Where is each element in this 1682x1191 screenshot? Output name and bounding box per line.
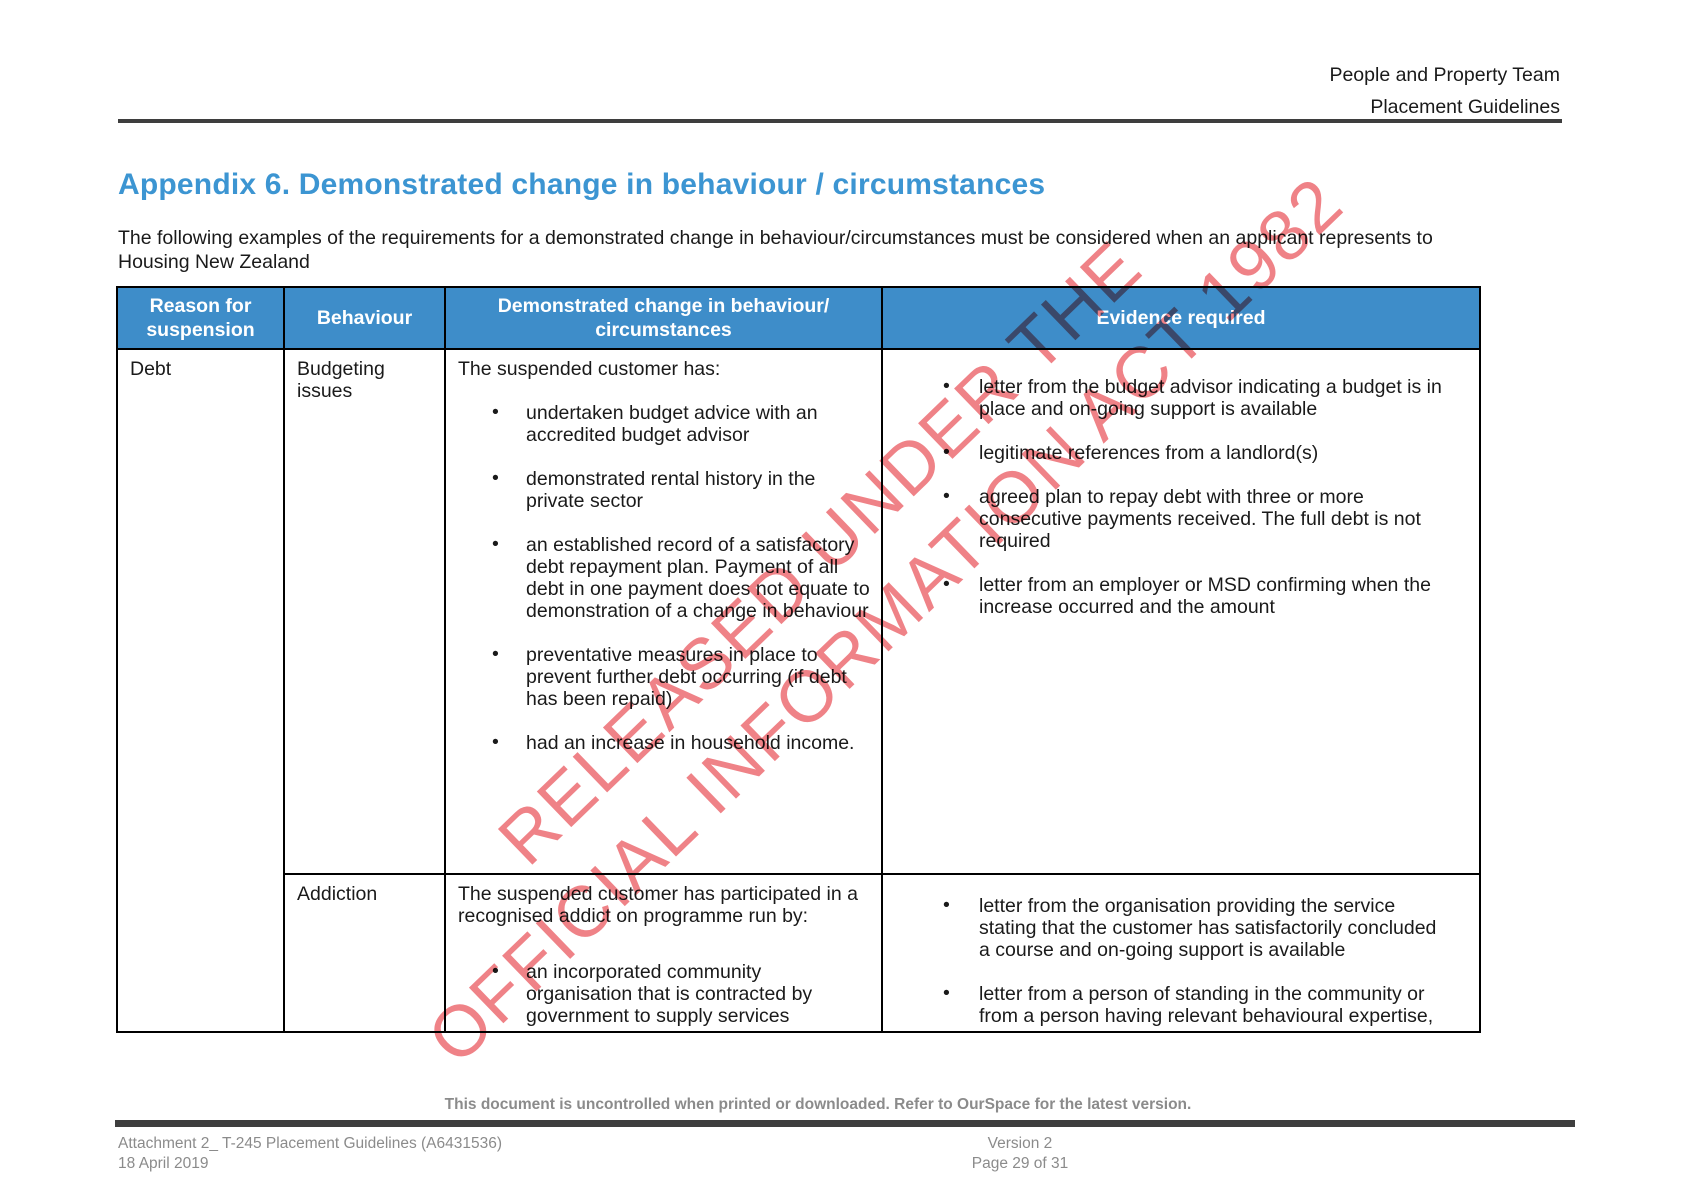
cell-change: The suspended customer has: undertaken b…	[444, 348, 883, 875]
cell-intro: The suspended customer has participated …	[458, 883, 858, 927]
cell-evidence: letter from the organisation providing t…	[881, 873, 1481, 1033]
table-header-row: Reason for suspension Behaviour Demonstr…	[116, 286, 1481, 350]
evidence-bullet-list: letter from the organisation providing t…	[895, 894, 1451, 1027]
header-doc-line: Placement Guidelines	[1370, 96, 1560, 118]
cell-behaviour: Budgeting issues	[283, 348, 446, 875]
page-header: People and Property Team Placement Guide…	[1329, 59, 1560, 123]
bullet-item: an established record of a satisfactory …	[492, 533, 871, 622]
bullet-item: letter from the organisation providing t…	[943, 894, 1451, 961]
footer-doc-ref: Attachment 2_ T-245 Placement Guidelines…	[118, 1135, 503, 1152]
bullet-item: letter from an employer or MSD confirmin…	[943, 573, 1451, 618]
footer-page-number: Page 29 of 31	[971, 1155, 1069, 1172]
bullet-item: letter from the budget advisor indicatin…	[943, 375, 1451, 420]
col-header-reason: Reason for suspension	[116, 286, 285, 350]
bullet-item: preventative measures in place to preven…	[492, 643, 871, 710]
cell-behaviour: Addiction	[283, 873, 446, 1033]
intro-paragraph: The following examples of the requiremen…	[118, 227, 1433, 273]
header-rule	[118, 119, 1562, 123]
table-row: Debt Budgeting issues The suspended cust…	[116, 348, 1481, 1033]
evidence-bullet-list: letter from the budget advisor indicatin…	[895, 375, 1451, 618]
footer-version: Version 2	[987, 1135, 1053, 1152]
bullet-item: legitimate references from a landlord(s)	[943, 441, 1451, 464]
footer-version-block: Version 2 Page 29 of 31	[870, 1134, 1170, 1174]
bullet-item: undertaken budget advice with an accredi…	[492, 401, 871, 446]
footer-left: Attachment 2_ T-245 Placement Guidelines…	[118, 1134, 502, 1174]
bullet-item: an incorporated community organisation t…	[492, 960, 871, 1027]
bullet-item: letter from a person of standing in the …	[943, 982, 1451, 1027]
cell-intro: The suspended customer has:	[458, 358, 721, 380]
change-bullet-list: undertaken budget advice with an accredi…	[458, 401, 871, 754]
cell-reason: Debt	[116, 348, 285, 1033]
header-team-line: People and Property Team	[1329, 64, 1560, 86]
page-title: Appendix 6. Demonstrated change in behav…	[118, 168, 1046, 201]
cell-evidence: letter from the budget advisor indicatin…	[881, 348, 1481, 875]
footer-rule	[115, 1120, 1575, 1127]
placement-table: Reason for suspension Behaviour Demonstr…	[116, 286, 1481, 1033]
bullet-item: demonstrated rental history in the priva…	[492, 467, 871, 512]
bullet-item: had an increase in household income.	[492, 731, 871, 754]
col-header-behaviour: Behaviour	[283, 286, 446, 350]
col-header-evidence: Evidence required	[881, 286, 1481, 350]
table-row: Addiction The suspended customer has par…	[117, 873, 1481, 1033]
cell-change: The suspended customer has participated …	[444, 873, 883, 1033]
col-header-change: Demonstrated change in behaviour/ circum…	[444, 286, 883, 350]
change-bullet-list: an incorporated community organisation t…	[458, 960, 871, 1027]
footer-notice: This document is uncontrolled when print…	[444, 1096, 1192, 1113]
bullet-item: agreed plan to repay debt with three or …	[943, 485, 1451, 552]
footer-date: 18 April 2019	[118, 1155, 209, 1172]
